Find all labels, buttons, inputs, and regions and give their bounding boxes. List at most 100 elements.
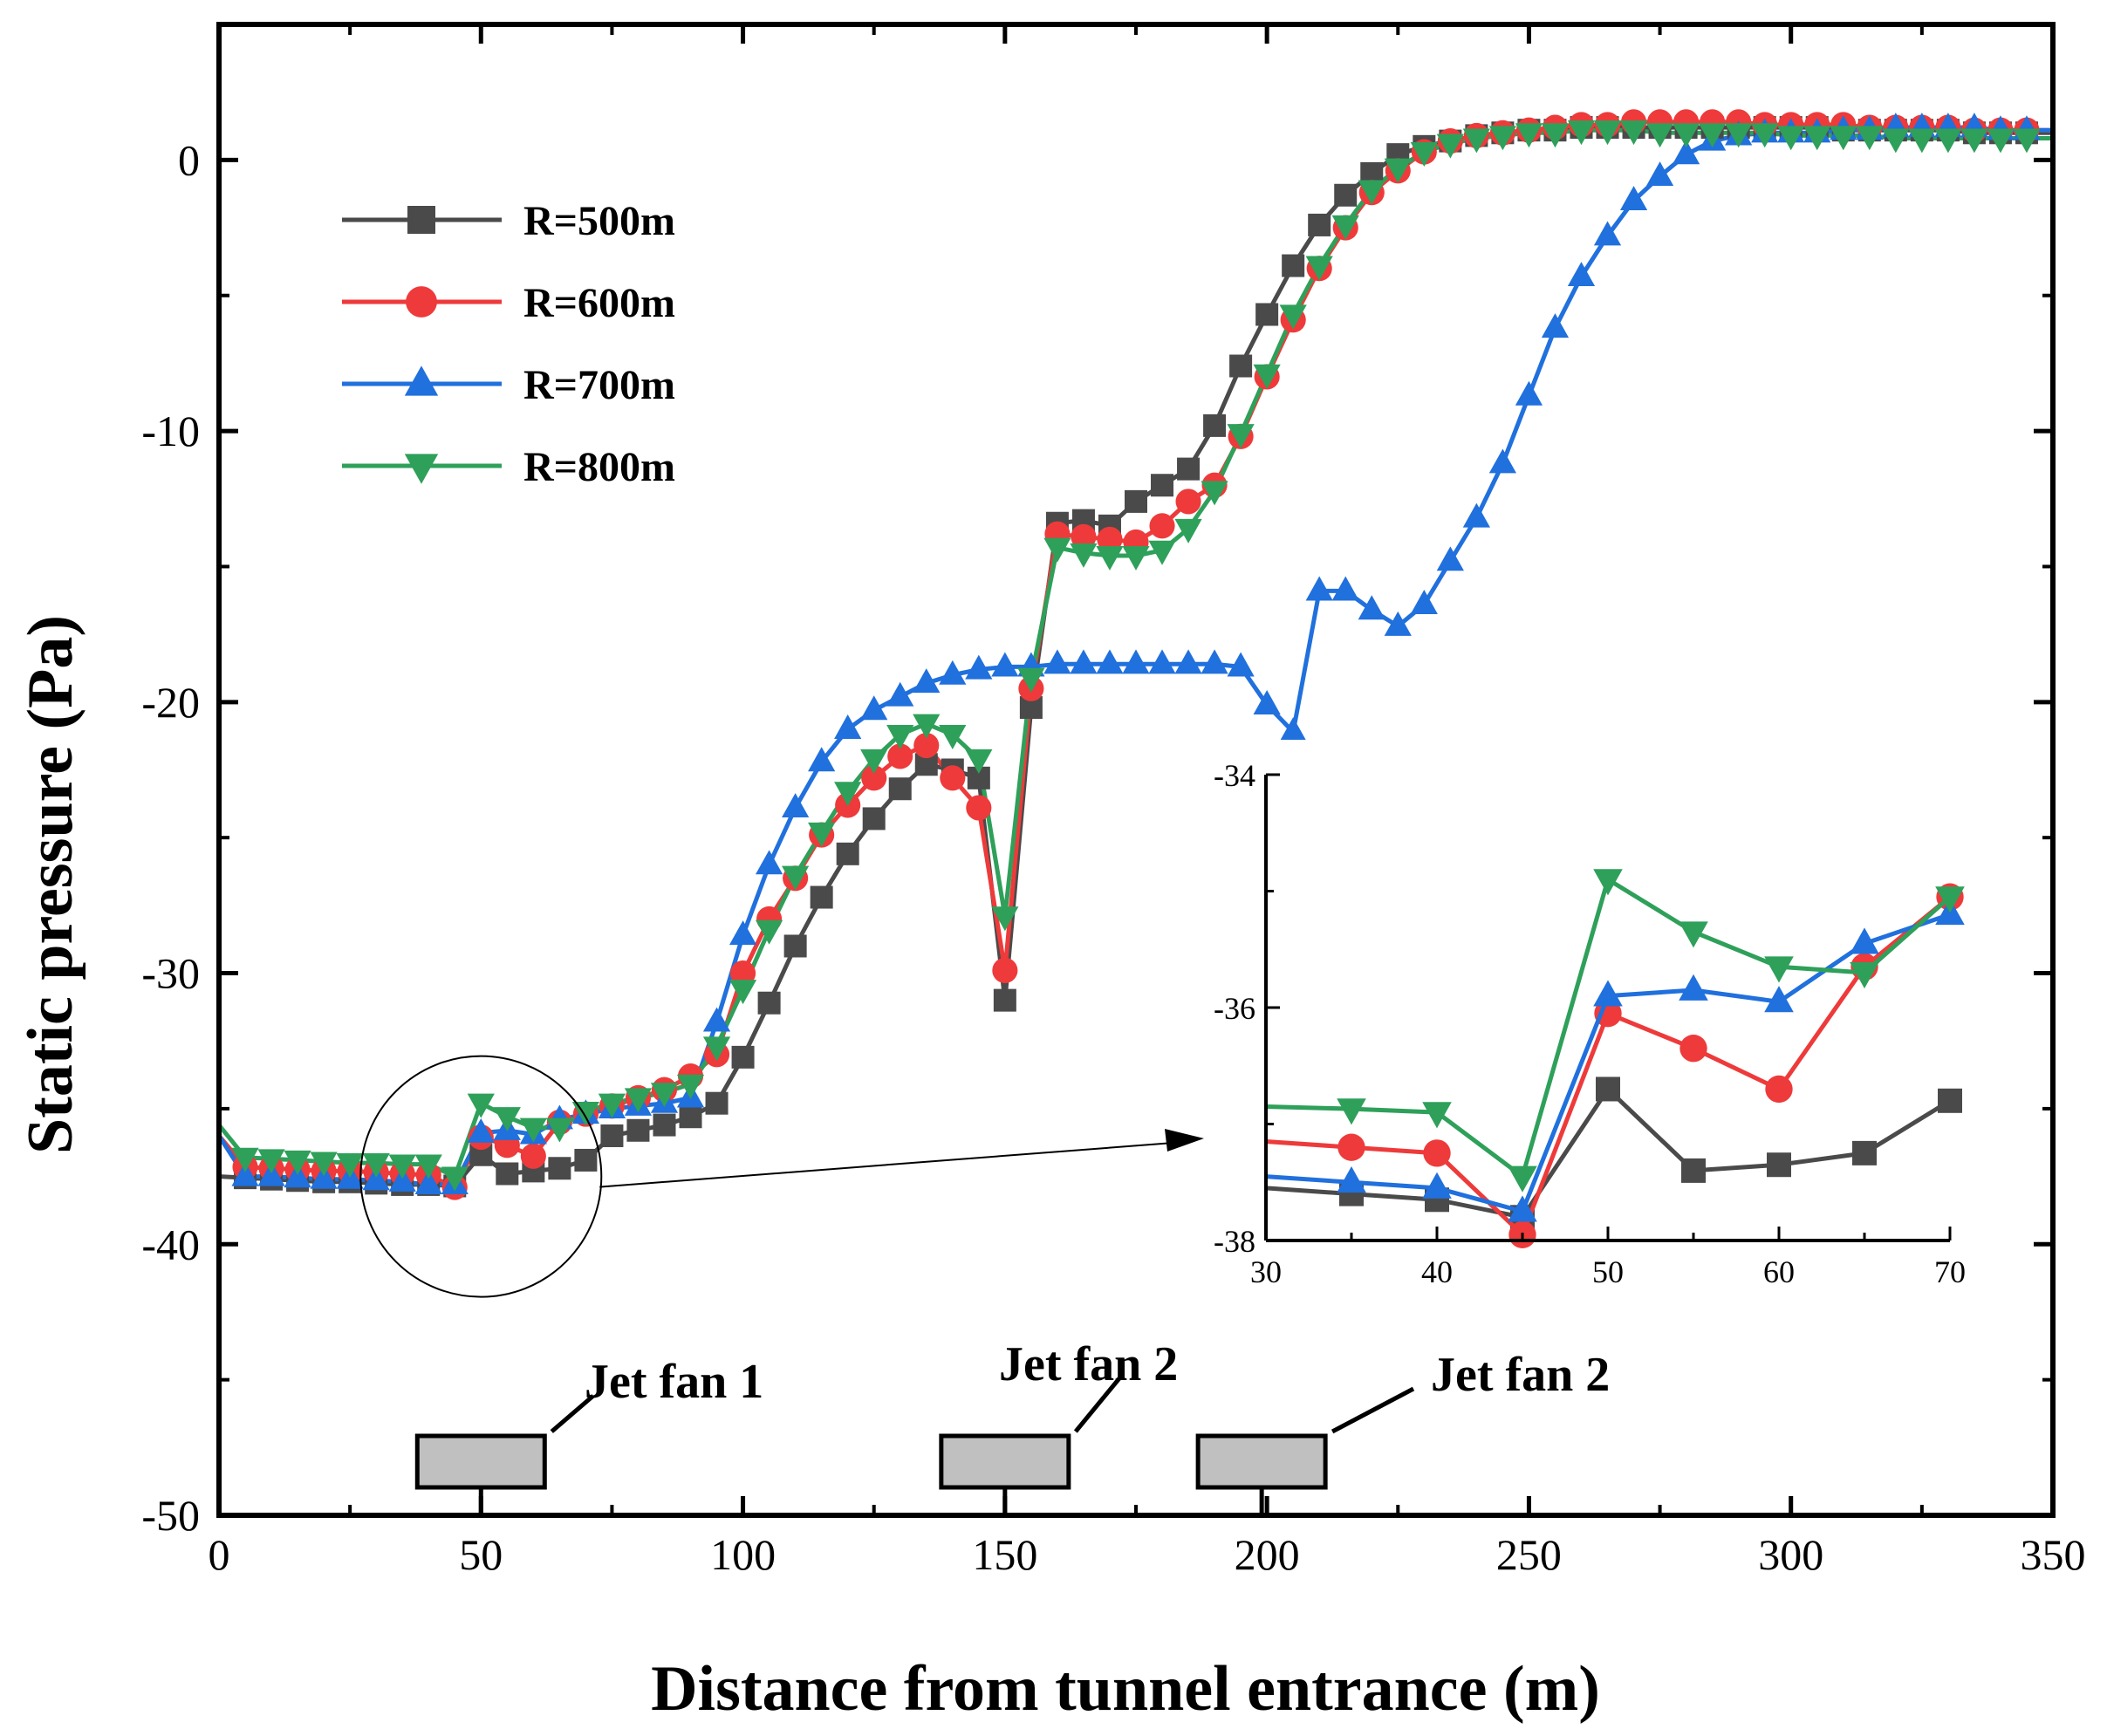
x-axis-title: Distance from tunnel entrance (m) (651, 1653, 1600, 1725)
inset-marker-r-700m-50 (1593, 980, 1623, 1007)
marker-r-800m-340 (1987, 128, 2015, 154)
marker-r-800m-280 (1673, 123, 1700, 148)
marker-r-800m-140 (939, 725, 967, 750)
y-tick-label--10: -10 (141, 407, 200, 455)
x-tick-label-300: 300 (1758, 1530, 1823, 1579)
marker-r-700m-110 (782, 793, 810, 818)
marker-r-700m-95 (702, 1007, 731, 1032)
inset-y-tick-label--38: -38 (1214, 1224, 1255, 1259)
marker-r-500m-180 (1151, 474, 1174, 497)
marker-r-800m-45 (441, 1166, 469, 1192)
marker-r-800m-295 (1751, 123, 1779, 148)
marker-r-800m-205 (1279, 304, 1307, 330)
marker-r-700m-185 (1174, 649, 1202, 674)
x-tick-label-200: 200 (1235, 1530, 1300, 1579)
inset-marker-r-800m-60 (1764, 956, 1794, 983)
marker-r-800m-110 (782, 865, 810, 891)
legend-label-r-600m: R=600m (523, 280, 675, 326)
zoom-arrow-line (599, 1142, 1174, 1188)
marker-r-600m-180 (1149, 513, 1175, 539)
inset-marker-r-800m-45 (1508, 1165, 1537, 1193)
inset-marker-r-600m-60 (1765, 1075, 1793, 1104)
inset-marker-r-500m-50 (1596, 1076, 1620, 1102)
marker-r-800m-165 (1070, 543, 1098, 568)
marker-r-500m-215 (1334, 183, 1358, 207)
marker-r-500m-95 (705, 1091, 729, 1115)
marker-r-800m-20 (310, 1152, 338, 1177)
marker-r-800m-15 (284, 1150, 311, 1175)
marker-r-700m-260 (1567, 262, 1596, 287)
marker-r-500m-125 (862, 807, 886, 830)
inset-marker-r-700m-55 (1679, 974, 1708, 1001)
marker-r-800m-105 (756, 919, 783, 945)
marker-r-700m-205 (1279, 717, 1307, 742)
marker-r-800m-35 (388, 1154, 416, 1179)
marker-r-800m-190 (1201, 481, 1228, 506)
inset-marker-r-800m-70 (1935, 886, 1965, 913)
marker-r-800m-220 (1358, 180, 1385, 205)
marker-r-800m-230 (1410, 141, 1438, 167)
jet-fan-label-3: Jet fan 2 (1431, 1348, 1610, 1402)
jet-fan-box-3 (1195, 1433, 1328, 1490)
main-plot-markers (231, 109, 2041, 1200)
y-tick-label--50: -50 (141, 1491, 200, 1540)
marker-r-800m-325 (1908, 128, 1936, 154)
marker-r-800m-75 (598, 1093, 626, 1118)
marker-r-800m-200 (1253, 364, 1281, 389)
marker-r-700m-130 (886, 681, 914, 707)
marker-r-800m-195 (1227, 424, 1255, 449)
inset-marker-r-600m-50 (1594, 999, 1622, 1028)
marker-r-500m-120 (836, 842, 859, 865)
zoom-circle (359, 1055, 603, 1298)
jet-fan-box-2 (939, 1433, 1071, 1490)
marker-r-700m-150 (991, 652, 1019, 677)
marker-r-800m-315 (1856, 126, 1884, 151)
marker-r-800m-120 (834, 782, 862, 807)
marker-r-800m-145 (965, 749, 993, 774)
marker-r-800m-10 (257, 1149, 285, 1174)
marker-r-700m-35 (388, 1166, 416, 1192)
marker-r-600m-185 (1175, 489, 1201, 515)
marker-r-800m-80 (624, 1088, 653, 1113)
marker-r-800m-215 (1331, 215, 1359, 240)
jet-fan-label-1: Jet fan 1 (585, 1355, 763, 1409)
inset-marker-r-500m-55 (1681, 1158, 1706, 1183)
marker-r-700m-15 (284, 1163, 311, 1188)
inset-x-tick-label-40: 40 (1421, 1254, 1453, 1289)
inset-marker-r-700m-35 (1337, 1166, 1366, 1193)
marker-r-600m-60 (520, 1143, 546, 1169)
marker-r-800m-60 (519, 1117, 547, 1143)
marker-r-500m-100 (731, 1045, 755, 1069)
marker-r-600m-130 (887, 743, 913, 769)
marker-r-700m-190 (1201, 649, 1228, 674)
marker-r-700m-50 (467, 1117, 495, 1143)
inset-marker-r-500m-70 (1938, 1088, 1962, 1113)
marker-r-800m-285 (1699, 123, 1727, 148)
legend-marker-r-800m (404, 454, 439, 484)
inset-plot: 30 40 50 60 70 -34 -36 -38 (1214, 740, 1976, 1302)
jet-fans: Jet fan 1 Jet fan 2 Jet fan 2 (414, 1337, 1610, 1515)
y-tick-label-0: 0 (178, 135, 200, 184)
x-tick-label-350: 350 (2021, 1530, 2086, 1579)
marker-r-500m-70 (574, 1148, 598, 1172)
marker-r-800m-235 (1436, 133, 1464, 159)
marker-r-800m-260 (1567, 120, 1596, 146)
marker-r-800m-90 (676, 1074, 705, 1099)
inset-marker-r-500m-60 (1767, 1152, 1791, 1178)
marker-r-500m-85 (653, 1113, 676, 1137)
y-tick-label--40: -40 (141, 1220, 200, 1268)
marker-r-800m-270 (1619, 120, 1648, 146)
marker-r-700m-250 (1515, 380, 1543, 406)
inset-marker-r-800m-35 (1337, 1098, 1366, 1125)
marker-r-800m-125 (860, 749, 888, 774)
inset-x-tick-label-70: 70 (1934, 1254, 1966, 1289)
marker-r-600m-100 (730, 960, 756, 987)
marker-r-700m-245 (1488, 448, 1516, 474)
marker-r-800m-55 (493, 1107, 521, 1132)
marker-r-800m-225 (1384, 158, 1412, 183)
marker-r-700m-225 (1384, 611, 1412, 636)
marker-r-800m-275 (1645, 123, 1674, 148)
marker-r-700m-200 (1253, 690, 1281, 714)
inset-marker-r-600m-35 (1337, 1133, 1365, 1161)
marker-r-800m-130 (886, 725, 914, 750)
